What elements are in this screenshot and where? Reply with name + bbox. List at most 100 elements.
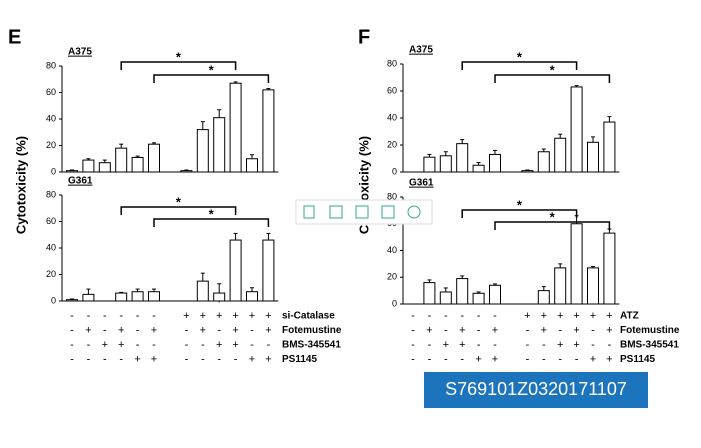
condition-sign: - xyxy=(444,324,448,336)
chart-title: G361 xyxy=(409,178,434,189)
condition-sign: - xyxy=(526,339,530,351)
condition-sign: + xyxy=(443,339,449,351)
tool-icon[interactable] xyxy=(407,205,421,219)
bar xyxy=(196,129,209,173)
y-tick-label: 80 xyxy=(387,58,397,68)
y-tick-label: 0 xyxy=(51,166,56,176)
condition-sign: + xyxy=(573,324,579,336)
id-text: S769101Z0320171107 xyxy=(445,379,627,399)
bar xyxy=(603,232,616,305)
y-tick-label: 80 xyxy=(46,60,56,70)
condition-sign: - xyxy=(493,310,497,322)
bar xyxy=(472,164,485,173)
condition-sign: + xyxy=(102,339,108,351)
condition-sign: + xyxy=(200,310,206,322)
bar xyxy=(148,291,160,302)
condition-sign: - xyxy=(411,353,415,365)
bar xyxy=(246,291,258,302)
condition-sign: - xyxy=(250,324,254,336)
condition-sign: + xyxy=(265,324,271,336)
bar xyxy=(82,159,95,173)
condition-sign: + xyxy=(573,339,579,351)
condition-sign: + xyxy=(426,324,432,336)
condition-sign: + xyxy=(524,310,530,322)
condition-sign: - xyxy=(87,339,91,351)
tool-icon[interactable] xyxy=(303,205,315,219)
bar xyxy=(213,117,226,173)
tool-icon[interactable] xyxy=(355,205,369,219)
condition-sign: + xyxy=(590,310,596,322)
condition-sign: + xyxy=(249,353,255,365)
tool-icon[interactable] xyxy=(329,205,343,219)
condition-sign: + xyxy=(216,310,222,322)
y-tick-label: 40 xyxy=(46,113,56,123)
condition-sign: + xyxy=(459,324,465,336)
condition-name: BMS-345541 xyxy=(282,340,341,351)
condition-name: ATZ xyxy=(620,311,639,322)
y-tick-label: 0 xyxy=(51,295,56,305)
significance-label: * xyxy=(209,206,215,221)
y-tick-label: 80 xyxy=(387,191,397,201)
significance-label: * xyxy=(550,62,556,77)
condition-sign: + xyxy=(118,339,124,351)
id-box xyxy=(424,372,648,408)
y-axis-label: Cytotoxicity (%) xyxy=(13,136,28,234)
condition-sign: - xyxy=(460,310,464,322)
condition-sign: - xyxy=(217,353,221,365)
condition-sign: + xyxy=(590,353,596,365)
condition-sign: - xyxy=(411,310,415,322)
bar xyxy=(587,267,599,305)
condition-sign: - xyxy=(185,353,189,365)
y-tick-label: 60 xyxy=(46,216,56,226)
condition-sign: - xyxy=(460,353,464,365)
condition-sign: - xyxy=(542,339,546,351)
condition-sign: - xyxy=(411,324,415,336)
condition-sign: + xyxy=(475,353,481,365)
bar xyxy=(82,293,95,302)
condition-sign: + xyxy=(232,339,238,351)
significance-bracket xyxy=(153,218,270,227)
condition-sign: - xyxy=(428,353,432,365)
panel-letter: F xyxy=(358,26,370,48)
condition-sign: - xyxy=(185,324,189,336)
bar xyxy=(456,143,469,173)
bar xyxy=(98,162,111,173)
tool-icon[interactable] xyxy=(381,205,395,219)
condition-sign: - xyxy=(608,339,612,351)
y-tick-label: 20 xyxy=(387,272,397,282)
condition-sign: + xyxy=(232,310,238,322)
significance-bracket xyxy=(461,209,578,218)
condition-sign: - xyxy=(477,310,481,322)
condition-name: BMS-345541 xyxy=(620,340,679,351)
y-tick-label: 60 xyxy=(387,85,397,95)
condition-sign: - xyxy=(591,324,595,336)
condition-name: PS1145 xyxy=(620,354,655,365)
chart-title: A375 xyxy=(68,47,92,58)
condition-sign: - xyxy=(87,310,91,322)
condition-sign: - xyxy=(542,353,546,365)
bar xyxy=(423,282,436,305)
bar xyxy=(570,223,583,305)
panel-letter: E xyxy=(8,26,21,48)
chart-title: G361 xyxy=(68,176,93,187)
significance-bracket xyxy=(153,74,270,83)
y-tick-label: 20 xyxy=(387,139,397,149)
condition-sign: - xyxy=(70,353,74,365)
bar xyxy=(423,156,436,173)
condition-sign: - xyxy=(558,324,562,336)
significance-label: * xyxy=(209,62,215,77)
y-tick-label: 80 xyxy=(46,189,56,199)
bar xyxy=(229,239,242,302)
condition-sign: - xyxy=(250,339,254,351)
condition-sign: + xyxy=(492,353,498,365)
condition-sign: - xyxy=(70,324,74,336)
significance-label: * xyxy=(517,49,523,64)
bar xyxy=(229,82,242,173)
bar xyxy=(472,292,485,305)
condition-sign: - xyxy=(152,310,156,322)
condition-sign: + xyxy=(541,324,547,336)
bar xyxy=(115,292,128,302)
condition-sign: - xyxy=(201,339,205,351)
condition-sign: - xyxy=(477,339,481,351)
